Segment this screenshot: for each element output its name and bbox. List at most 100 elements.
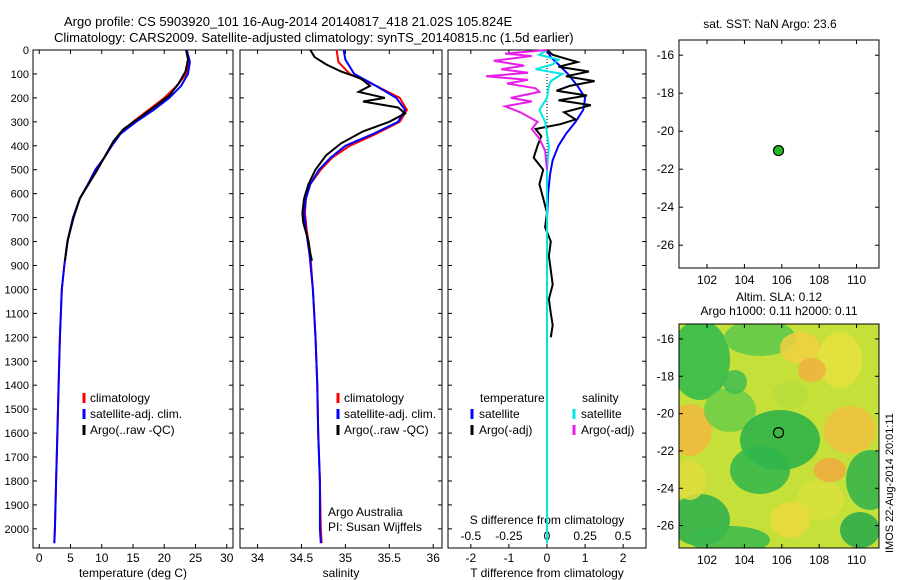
map-y-tick-label: -22 bbox=[657, 444, 675, 458]
map-x-tick-label: 102 bbox=[697, 553, 717, 567]
heatmap-cell bbox=[679, 324, 730, 400]
map-y-tick-label: -20 bbox=[657, 407, 675, 421]
x-tick-label: 36 bbox=[427, 551, 441, 565]
s-diff-tick-label: -0.25 bbox=[495, 529, 523, 543]
legend-header: temperature bbox=[480, 391, 545, 405]
depth-tick-label: 1400 bbox=[5, 380, 29, 392]
legend-entry: satellite bbox=[479, 407, 520, 421]
annotation-text: PI: Susan Wijffels bbox=[328, 520, 422, 534]
depth-tick-label: 1900 bbox=[5, 500, 29, 512]
series-line-satellite bbox=[546, 49, 587, 544]
legend-entry: climatology bbox=[344, 391, 404, 405]
sla-map-title: Altim. SLA: 0.12 bbox=[736, 290, 822, 304]
title-line-1: Argo profile: CS 5903920_101 16-Aug-2014… bbox=[64, 14, 513, 29]
depth-tick-label: 500 bbox=[11, 165, 29, 177]
series-line-argo-raw-qc- bbox=[301, 49, 407, 261]
depth-tick-label: 400 bbox=[11, 141, 29, 153]
legend-entry: Argo(-adj) bbox=[479, 423, 532, 437]
x-tick-label: -2 bbox=[466, 551, 477, 565]
map-x-tick-label: 104 bbox=[734, 273, 754, 287]
series-line-argo-adj- bbox=[532, 49, 595, 338]
x-tick-label: 15 bbox=[126, 551, 140, 565]
map-y-tick-label: -26 bbox=[657, 238, 675, 252]
map-y-tick-label: -24 bbox=[657, 481, 675, 495]
x-tick-label: 20 bbox=[158, 551, 172, 565]
depth-tick-label: 2000 bbox=[5, 524, 29, 536]
x-axis-label: salinity bbox=[323, 566, 360, 580]
map-y-tick-label: -24 bbox=[657, 200, 675, 214]
depth-tick-label: 100 bbox=[11, 69, 29, 81]
x-tick-label: 35 bbox=[339, 551, 353, 565]
legend-entry: Argo(..raw -QC) bbox=[344, 423, 429, 437]
map-x-tick-label: 108 bbox=[809, 553, 829, 567]
heatmap-cell bbox=[814, 458, 846, 482]
argo-position-marker bbox=[772, 427, 785, 439]
depth-tick-label: 1300 bbox=[5, 356, 29, 368]
x-tick-label: 0 bbox=[544, 551, 551, 565]
heatmap-cell bbox=[770, 502, 810, 538]
depth-tick-label: 700 bbox=[11, 213, 29, 225]
map-y-tick-label: -18 bbox=[657, 369, 675, 383]
series-line-climatology bbox=[53, 49, 190, 544]
legend-entry: satellite bbox=[581, 407, 622, 421]
depth-tick-label: 900 bbox=[11, 260, 29, 272]
map-x-tick-label: 110 bbox=[847, 553, 866, 567]
heatmap-cell bbox=[724, 324, 796, 356]
map-x-tick-label: 104 bbox=[734, 553, 754, 567]
map-x-tick-label: 108 bbox=[809, 273, 829, 287]
map-y-tick-label: -16 bbox=[657, 48, 675, 62]
map-y-tick-label: -16 bbox=[657, 332, 675, 346]
map-y-tick-label: -18 bbox=[657, 86, 675, 100]
heatmap-cell bbox=[846, 450, 879, 510]
heatmap-cell bbox=[796, 480, 844, 520]
panel-3-frame bbox=[678, 39, 880, 269]
title-line-2: Climatology: CARS2009. Satellite-adjuste… bbox=[54, 30, 574, 45]
heatmap-cell bbox=[772, 381, 808, 409]
heatmap-cell bbox=[730, 446, 790, 494]
argo-position-marker bbox=[772, 144, 785, 157]
map-x-tick-label: 106 bbox=[772, 553, 792, 567]
panel-4-frame bbox=[678, 323, 880, 549]
series-line-argo-adj- bbox=[486, 49, 548, 170]
x-tick-label: 34.5 bbox=[290, 551, 314, 565]
depth-tick-label: 600 bbox=[11, 189, 29, 201]
x-tick-label: 30 bbox=[220, 551, 234, 565]
heatmap-cell bbox=[840, 512, 879, 548]
depth-tick-label: 1100 bbox=[5, 308, 29, 320]
annotation-text: Argo Australia bbox=[328, 505, 403, 519]
series-line-satellite-adj-clim- bbox=[303, 49, 407, 544]
depth-tick-label: 200 bbox=[11, 93, 29, 105]
sst-map-title: sat. SST: NaN Argo: 23.6 bbox=[703, 17, 837, 31]
x-axis-label: temperature (deg C) bbox=[79, 566, 187, 580]
depth-tick-label: 300 bbox=[11, 117, 29, 129]
panel-1-frame bbox=[239, 49, 443, 549]
series-line-satellite-adj-clim- bbox=[53, 49, 191, 544]
depth-tick-label: 800 bbox=[11, 237, 29, 249]
x-tick-label: 35.5 bbox=[378, 551, 402, 565]
x-tick-label: 10 bbox=[95, 551, 109, 565]
map-x-tick-label: 102 bbox=[697, 273, 717, 287]
x-tick-label: -1 bbox=[504, 551, 515, 565]
legend-entry: Argo(-adj) bbox=[581, 423, 634, 437]
series-line-argo-raw-qc- bbox=[63, 49, 190, 261]
x-tick-label: 1 bbox=[582, 551, 589, 565]
heatmap-cell bbox=[780, 332, 820, 364]
heatmap-cell bbox=[818, 332, 862, 388]
map-y-tick-label: -20 bbox=[657, 124, 675, 138]
s-diff-tick-label: -0.5 bbox=[461, 529, 482, 543]
depth-tick-label: 1000 bbox=[5, 284, 29, 296]
heatmap-cell bbox=[824, 406, 876, 454]
legend-entry: climatology bbox=[90, 391, 150, 405]
sla-heatmap bbox=[679, 324, 879, 548]
legend-header: salinity bbox=[582, 391, 619, 405]
x-tick-label: 5 bbox=[67, 551, 74, 565]
map-y-tick-label: -22 bbox=[657, 162, 675, 176]
x-tick-label: 2 bbox=[620, 551, 627, 565]
depth-tick-label: 0 bbox=[23, 45, 29, 57]
heatmap-cell bbox=[679, 460, 706, 500]
depth-tick-label: 1200 bbox=[5, 332, 29, 344]
x-tick-label: 0 bbox=[36, 551, 43, 565]
legend-entry: Argo(..raw -QC) bbox=[90, 423, 175, 437]
heatmap-cell bbox=[798, 358, 826, 382]
